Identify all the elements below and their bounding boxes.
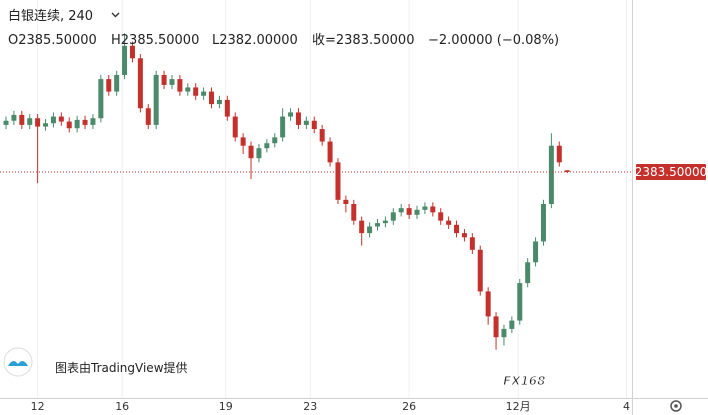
- candle-body: [359, 220, 365, 234]
- candle-body: [501, 328, 507, 338]
- candle-body: [11, 114, 17, 121]
- candle-body: [43, 123, 49, 127]
- candle-body: [201, 91, 207, 96]
- candle-body: [114, 74, 120, 92]
- tv-logo[interactable]: [3, 347, 33, 377]
- candle-body: [185, 87, 191, 92]
- candle-body: [517, 283, 523, 321]
- candle-body: [374, 223, 380, 227]
- x-tick-label: 19: [219, 400, 233, 413]
- candle-body: [90, 118, 96, 125]
- candle-body: [422, 206, 428, 210]
- candle-body: [414, 209, 420, 215]
- candle-body: [477, 249, 483, 292]
- candle-body: [303, 120, 309, 125]
- candle-body: [216, 99, 222, 105]
- x-tick-label: 12: [31, 400, 45, 413]
- candle-body: [351, 203, 357, 221]
- candle-body: [280, 116, 286, 138]
- candle-body: [564, 170, 570, 172]
- ohlc-change: −2.00000 (−0.08%): [428, 33, 559, 48]
- candle-body: [398, 208, 404, 213]
- candle-body: [311, 120, 317, 130]
- candle-body: [295, 112, 301, 125]
- candle-body: [193, 87, 199, 96]
- candle-body: [177, 79, 183, 92]
- x-tick-label: 4: [623, 400, 630, 413]
- ohlc-low: L2382.00000: [212, 33, 298, 48]
- ohlc-open: O2385.50000: [8, 33, 97, 48]
- gear[interactable]: [670, 400, 682, 412]
- candle-body: [390, 212, 396, 221]
- candle-body: [209, 91, 215, 105]
- candle-body: [461, 233, 467, 238]
- candle-body: [438, 212, 444, 221]
- candle-body: [454, 224, 460, 234]
- candle-body: [248, 145, 254, 159]
- candle-body: [98, 79, 104, 119]
- candle-body: [343, 199, 349, 204]
- title-dropdown[interactable]: [111, 12, 120, 18]
- x-tick-label: 16: [115, 400, 129, 413]
- candle-body: [122, 45, 128, 75]
- candle-body: [509, 320, 515, 329]
- plot: [0, 0, 632, 398]
- candle-body: [493, 316, 499, 338]
- candle-body: [169, 79, 175, 85]
- candle-body: [264, 143, 270, 149]
- candle-body: [50, 116, 56, 124]
- candle-body: [74, 119, 80, 129]
- x-tick-label: 12月: [506, 400, 531, 413]
- candle-body: [129, 45, 135, 59]
- candle-body: [66, 121, 72, 129]
- candle-body: [19, 114, 25, 125]
- candle-body: [82, 119, 88, 125]
- candle-body: [540, 203, 546, 242]
- candle-body: [272, 137, 278, 144]
- candle-body: [161, 74, 167, 85]
- candle-body: [145, 108, 151, 125]
- candle-body: [533, 241, 539, 263]
- x-tick-label: 26: [402, 400, 416, 413]
- candle-body: [256, 148, 262, 159]
- gear-center: [674, 404, 678, 408]
- attribution[interactable]: 图表由TradingView提供: [55, 360, 188, 375]
- ohlc-close: 收=2383.50000: [312, 33, 414, 48]
- tv-logo-cloud: [8, 360, 28, 366]
- candle-body: [35, 118, 41, 127]
- candle-body: [3, 120, 9, 125]
- candle-body: [367, 226, 373, 234]
- candle-body: [446, 220, 452, 225]
- candle-body: [327, 141, 333, 163]
- watermark: FX168: [503, 374, 546, 388]
- candle-body: [485, 291, 491, 317]
- candle-body: [556, 145, 562, 163]
- candle-body: [525, 262, 531, 284]
- candle-body: [58, 116, 64, 122]
- candle-body: [137, 58, 143, 109]
- last-price-tag: [636, 163, 706, 180]
- candle-body: [240, 137, 246, 146]
- settings-icon[interactable]: [670, 400, 682, 412]
- x-tick-label: 23: [303, 400, 317, 413]
- last-price-label: 2383.50000: [635, 165, 708, 179]
- candle-body: [382, 220, 388, 224]
- candle-body: [106, 79, 112, 92]
- candle-body: [548, 145, 554, 204]
- candle-body: [319, 129, 325, 142]
- candle-body: [335, 162, 341, 200]
- candle-body: [224, 99, 230, 117]
- candle-body: [288, 112, 294, 117]
- ohlc-high: H2385.50000: [111, 33, 199, 48]
- candle-body: [232, 116, 238, 138]
- chart-title[interactable]: 白银连续, 240: [8, 8, 93, 24]
- candle-body: [469, 237, 475, 250]
- candle-body: [27, 118, 33, 125]
- candle-body: [406, 208, 412, 215]
- candle-body: [430, 206, 436, 213]
- candle-body: [153, 74, 159, 125]
